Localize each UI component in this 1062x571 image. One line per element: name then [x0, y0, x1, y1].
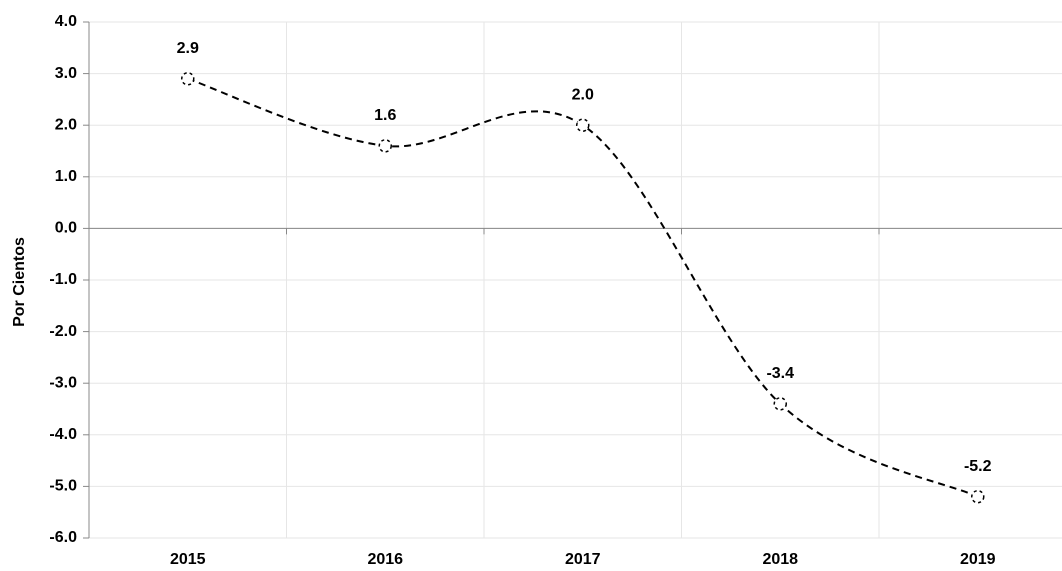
marker — [576, 118, 590, 132]
marker — [773, 397, 787, 411]
y-tick-label: -3.0 — [49, 374, 77, 391]
x-tick-label: 2016 — [367, 551, 403, 568]
y-tick-label: 4.0 — [55, 13, 77, 30]
y-tick-label: 1.0 — [55, 168, 77, 185]
y-axis-title: Por Cientos — [11, 237, 28, 327]
y-tick-label: 3.0 — [55, 65, 77, 82]
data-label: 1.6 — [374, 107, 396, 124]
data-label: 2.9 — [177, 40, 199, 57]
marker — [378, 139, 392, 153]
y-tick-label: -2.0 — [49, 323, 77, 340]
x-tick-label: 2015 — [170, 551, 206, 568]
series-line — [187, 77, 979, 498]
x-tick-label: 2019 — [960, 551, 996, 568]
y-tick-label: 0.0 — [55, 220, 77, 237]
y-tick-label: -4.0 — [49, 426, 77, 443]
x-tick-label: 2018 — [762, 551, 798, 568]
data-label: -3.4 — [766, 365, 794, 382]
marker — [181, 72, 195, 86]
y-tick-label: 2.0 — [55, 116, 77, 133]
data-label: 2.0 — [572, 86, 594, 103]
y-tick-label: -5.0 — [49, 478, 77, 495]
data-label: -5.2 — [964, 458, 992, 475]
y-tick-label: -1.0 — [49, 271, 77, 288]
x-tick-label: 2017 — [565, 551, 601, 568]
marker — [971, 489, 985, 504]
y-tick-label: -6.0 — [49, 529, 77, 546]
